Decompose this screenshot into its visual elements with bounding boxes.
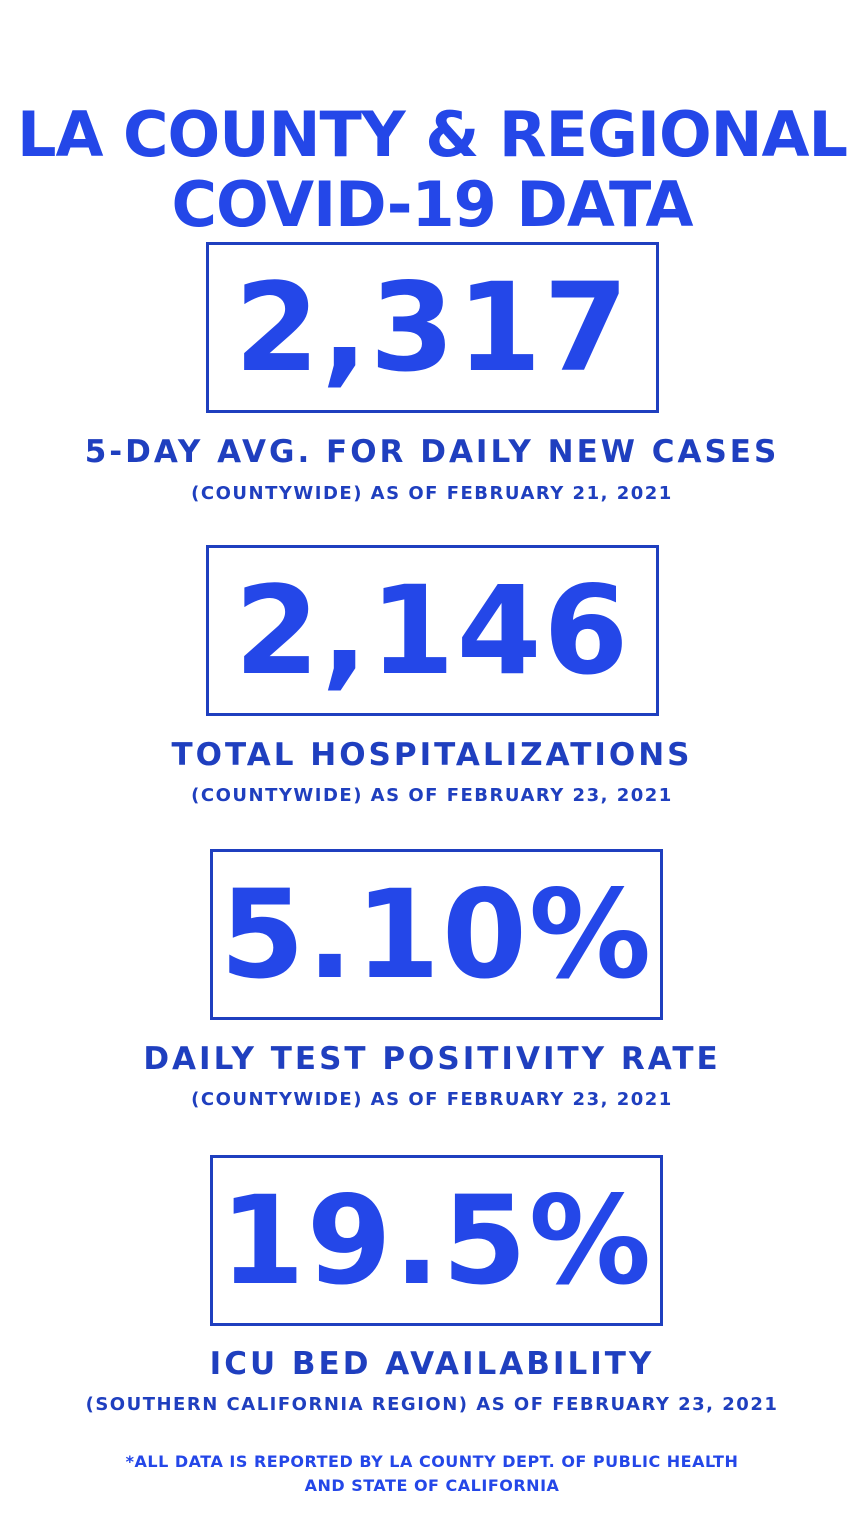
stat-value-hospitalizations: 2,146 [234,559,631,702]
stat-value-positivity-rate: 5.10% [219,863,654,1006]
stat-sublabel-icu-availability: (SOUTHERN CALIFORNIA REGION) AS OF FEBRU… [85,1394,779,1415]
stat-value-icu-availability: 19.5% [219,1169,654,1312]
page-title-line-2: COVID-19 DATA [171,167,694,241]
stat-box-icu-availability: 19.5% [210,1155,663,1326]
footnote-line-1: *ALL DATA IS REPORTED BY LA COUNTY DEPT.… [125,1452,739,1471]
stat-box-positivity-rate: 5.10% [210,849,663,1020]
stat-sublabel-positivity-rate: (COUNTYWIDE) AS OF FEBRUARY 23, 2021 [191,1089,673,1110]
stat-box-hospitalizations: 2,146 [206,545,659,716]
stat-label-icu-availability: ICU BED AVAILABILITY [209,1346,655,1382]
stat-label-new-cases: 5-DAY AVG. FOR DAILY NEW CASES [84,434,780,470]
stat-label-positivity-rate: DAILY TEST POSITIVITY RATE [143,1041,721,1077]
page-title: LA COUNTY & REGIONAL COVID-19 DATA [0,97,864,241]
page-title-line-1: LA COUNTY & REGIONAL [16,97,848,171]
stat-sublabel-new-cases: (COUNTYWIDE) AS OF FEBRUARY 21, 2021 [191,483,673,504]
stat-box-new-cases: 2,317 [206,242,659,413]
footnote-line-2: AND STATE OF CALIFORNIA [304,1476,560,1495]
stat-sublabel-hospitalizations: (COUNTYWIDE) AS OF FEBRUARY 23, 2021 [191,785,673,806]
footnote: *ALL DATA IS REPORTED BY LA COUNTY DEPT.… [0,1450,864,1498]
stat-value-new-cases: 2,317 [234,256,631,399]
stat-label-hospitalizations: TOTAL HOSPITALIZATIONS [171,737,693,773]
